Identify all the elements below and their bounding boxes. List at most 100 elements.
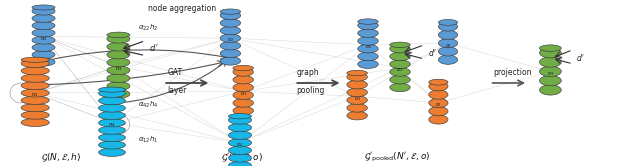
Ellipse shape <box>228 161 252 166</box>
Ellipse shape <box>32 36 55 44</box>
Text: graph: graph <box>296 68 319 77</box>
Ellipse shape <box>228 123 252 132</box>
Ellipse shape <box>438 39 458 48</box>
Ellipse shape <box>233 83 253 92</box>
Ellipse shape <box>220 34 241 42</box>
Ellipse shape <box>540 45 561 51</box>
Ellipse shape <box>358 37 378 45</box>
Ellipse shape <box>228 154 252 162</box>
Text: $o_1$: $o_1$ <box>435 101 442 109</box>
Ellipse shape <box>390 44 410 53</box>
Ellipse shape <box>99 89 125 97</box>
Ellipse shape <box>438 22 458 31</box>
Text: $o_3$: $o_3$ <box>547 70 554 78</box>
Ellipse shape <box>99 119 125 127</box>
Text: $o_1$: $o_1$ <box>240 90 246 98</box>
Ellipse shape <box>233 75 253 84</box>
Ellipse shape <box>358 52 378 61</box>
Text: GAT: GAT <box>168 68 183 77</box>
Ellipse shape <box>347 111 367 120</box>
Text: $o_2$: $o_2$ <box>445 42 451 50</box>
Ellipse shape <box>21 89 49 97</box>
Ellipse shape <box>347 80 367 89</box>
Text: $o_2$: $o_2$ <box>365 43 371 51</box>
Text: $d'$: $d'$ <box>428 47 437 58</box>
Text: $d'$: $d'$ <box>576 52 585 63</box>
Ellipse shape <box>429 98 448 108</box>
Ellipse shape <box>540 66 561 77</box>
Ellipse shape <box>390 75 410 84</box>
Text: $\alpha_{42}h_4$: $\alpha_{42}h_4$ <box>138 99 158 110</box>
Ellipse shape <box>99 87 125 92</box>
Ellipse shape <box>107 82 130 90</box>
Text: $\alpha_{22}h_2$: $\alpha_{22}h_2$ <box>138 23 157 33</box>
Ellipse shape <box>107 35 130 43</box>
Ellipse shape <box>32 5 55 10</box>
Ellipse shape <box>220 11 241 20</box>
Ellipse shape <box>107 50 130 59</box>
Text: $\mathcal{G}(N,\mathcal{E},h)$: $\mathcal{G}(N,\mathcal{E},h)$ <box>41 152 81 164</box>
Ellipse shape <box>429 115 448 124</box>
Ellipse shape <box>540 85 561 95</box>
Ellipse shape <box>99 141 125 149</box>
Ellipse shape <box>99 104 125 112</box>
Ellipse shape <box>99 148 125 156</box>
Ellipse shape <box>233 68 253 76</box>
Ellipse shape <box>390 42 410 47</box>
Text: $o_2$: $o_2$ <box>227 37 234 44</box>
Text: $o_4$: $o_4$ <box>236 141 244 149</box>
Text: $\mathcal{G}'(N,\mathcal{E},o)$: $\mathcal{G}'(N,\mathcal{E},o)$ <box>221 152 263 164</box>
Ellipse shape <box>220 26 241 35</box>
Ellipse shape <box>99 111 125 120</box>
Text: $o_3$: $o_3$ <box>396 66 404 74</box>
Ellipse shape <box>21 104 49 112</box>
Ellipse shape <box>233 91 253 99</box>
Ellipse shape <box>438 30 458 40</box>
Ellipse shape <box>220 57 241 65</box>
Ellipse shape <box>347 104 367 112</box>
Ellipse shape <box>540 76 561 86</box>
Text: projection: projection <box>493 68 531 77</box>
Ellipse shape <box>107 90 130 98</box>
Text: $o_1$: $o_1$ <box>354 95 360 103</box>
Ellipse shape <box>99 97 125 105</box>
Ellipse shape <box>21 111 49 119</box>
Ellipse shape <box>438 55 458 64</box>
Ellipse shape <box>21 59 49 68</box>
Ellipse shape <box>233 106 253 115</box>
Text: $n_1$: $n_1$ <box>31 91 39 99</box>
Ellipse shape <box>228 114 252 119</box>
Ellipse shape <box>347 70 367 76</box>
Text: $\mathcal{G}'_{\mathrm{pooled}}(N',\mathcal{E},o)$: $\mathcal{G}'_{\mathrm{pooled}}(N',\math… <box>364 151 430 164</box>
Text: $n_4$: $n_4$ <box>108 121 116 129</box>
Ellipse shape <box>220 9 241 14</box>
Text: $\alpha_{12}h_1$: $\alpha_{12}h_1$ <box>138 134 157 145</box>
Ellipse shape <box>32 29 55 37</box>
Ellipse shape <box>21 82 49 90</box>
Ellipse shape <box>358 60 378 68</box>
Text: $d'$: $d'$ <box>149 42 159 53</box>
Ellipse shape <box>390 68 410 76</box>
Ellipse shape <box>358 29 378 38</box>
Ellipse shape <box>107 32 130 38</box>
Ellipse shape <box>32 22 55 30</box>
Ellipse shape <box>107 42 130 51</box>
Ellipse shape <box>429 82 448 91</box>
Ellipse shape <box>21 74 49 82</box>
Ellipse shape <box>233 99 253 107</box>
Ellipse shape <box>347 96 367 104</box>
Ellipse shape <box>21 118 49 126</box>
Ellipse shape <box>438 47 458 56</box>
Text: node aggregation: node aggregation <box>148 4 216 13</box>
Ellipse shape <box>228 131 252 139</box>
Ellipse shape <box>438 20 458 25</box>
Ellipse shape <box>228 116 252 124</box>
Ellipse shape <box>358 19 378 24</box>
Ellipse shape <box>540 48 561 58</box>
Ellipse shape <box>21 67 49 75</box>
Ellipse shape <box>99 133 125 142</box>
Text: $n_2$: $n_2$ <box>40 35 47 43</box>
Ellipse shape <box>220 42 241 50</box>
Ellipse shape <box>228 146 252 155</box>
Ellipse shape <box>540 57 561 67</box>
